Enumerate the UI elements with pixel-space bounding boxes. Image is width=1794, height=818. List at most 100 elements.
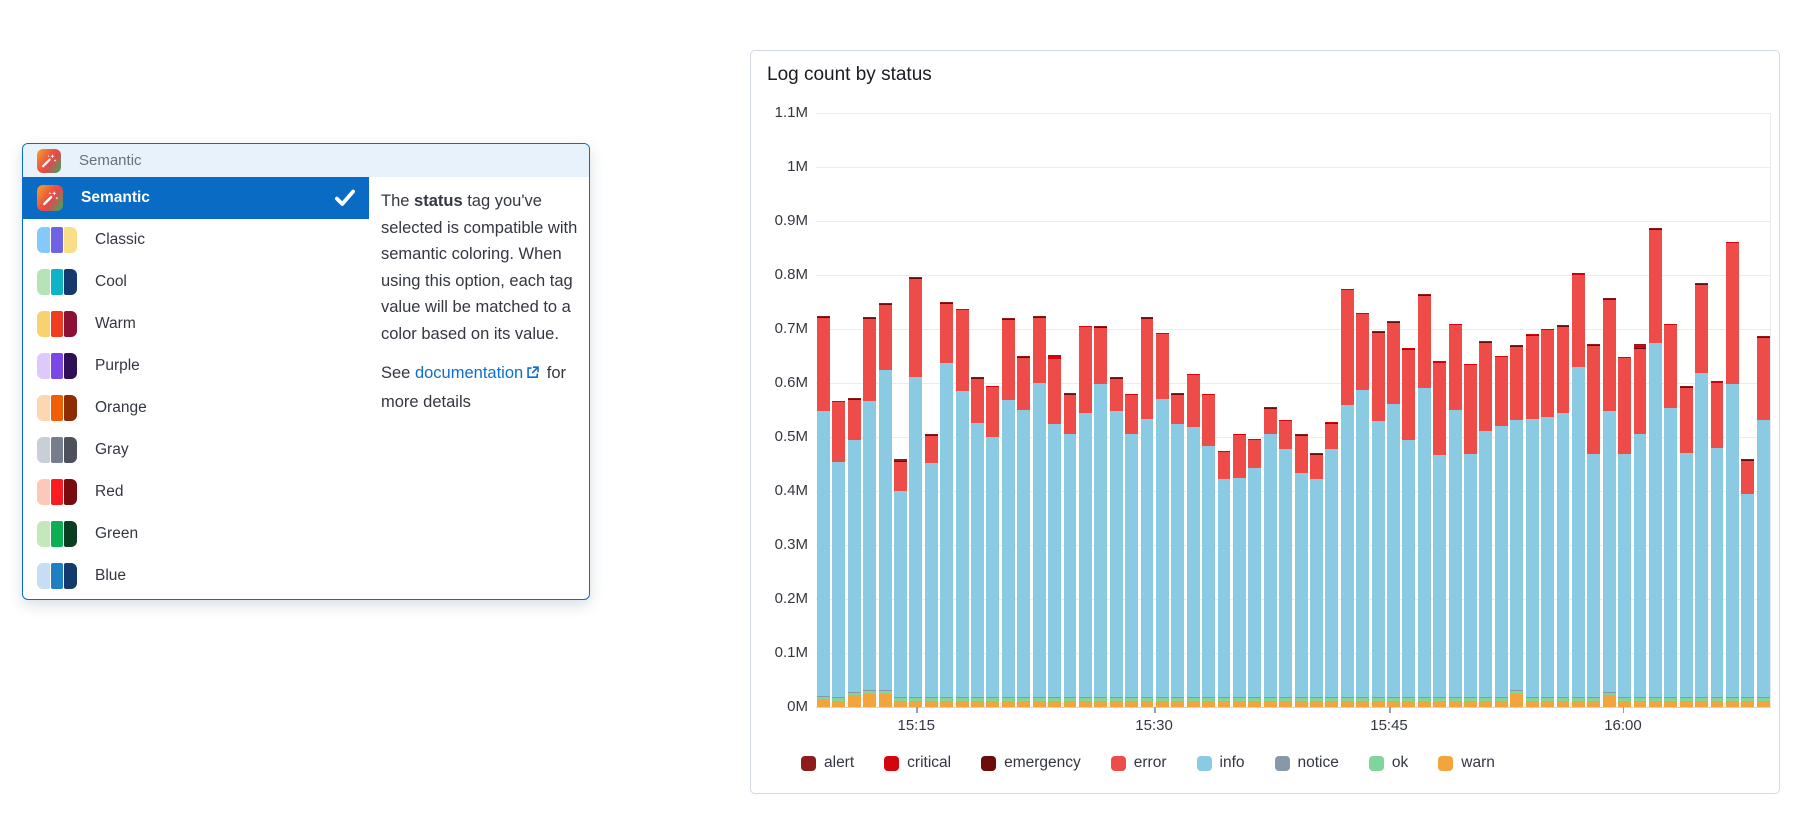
palette-option-red[interactable]: Red [23,471,369,513]
stacked-bar[interactable] [940,302,954,707]
stacked-bar[interactable] [1494,355,1508,707]
stacked-bar[interactable] [863,317,877,707]
legend-item-critical[interactable]: critical [884,754,951,772]
bar-segment-error [1202,395,1216,447]
palette-option-gray[interactable]: Gray [23,429,369,471]
bar-segment-ok [1202,698,1216,701]
stacked-bar[interactable] [1279,419,1293,707]
palette-option-orange[interactable]: Orange [23,387,369,429]
stacked-bar[interactable] [1464,363,1477,707]
stacked-bar[interactable] [894,458,907,707]
stacked-bar[interactable] [924,434,938,707]
stacked-bar[interactable] [1417,293,1431,707]
stacked-bar[interactable] [1387,320,1400,707]
legend-item-alert[interactable]: alert [801,754,854,772]
palette-option-classic[interactable]: Classic [23,219,369,261]
stacked-bar[interactable] [1756,336,1770,707]
stacked-bar[interactable] [1587,344,1601,707]
stacked-bar[interactable] [832,400,846,707]
stacked-bar[interactable] [1186,373,1200,707]
stacked-bar[interactable] [1541,328,1554,707]
plot-area[interactable] [816,113,1771,708]
palette-option-warm[interactable]: Warm [23,303,369,345]
stacked-bar[interactable] [817,316,830,707]
stacked-bar[interactable] [1325,421,1339,707]
bar-segment-critical [1618,357,1632,358]
stacked-bar[interactable] [1695,283,1709,707]
stacked-bar[interactable] [1001,318,1015,707]
palette-option-cool[interactable]: Cool [23,261,369,303]
stacked-bar[interactable] [971,377,984,707]
stacked-bar[interactable] [1155,332,1169,707]
stacked-bar[interactable] [1294,434,1308,707]
bar-segment-critical [1001,318,1015,320]
stacked-bar[interactable] [1741,459,1755,707]
palette-option-semantic[interactable]: Semantic [23,177,369,219]
documentation-link[interactable]: documentation [414,364,524,382]
stacked-bar[interactable] [1510,345,1524,707]
stacked-bar[interactable] [1525,333,1539,707]
legend-item-info[interactable]: info [1196,754,1245,772]
palette-option-green[interactable]: Green [23,513,369,555]
palette-option-purple[interactable]: Purple [23,345,369,387]
stacked-bar[interactable] [1648,228,1662,707]
stacked-bar[interactable] [909,277,923,707]
legend-item-emergency[interactable]: emergency [981,754,1081,772]
stacked-bar[interactable] [1356,312,1370,707]
bar-segment-error [940,303,954,364]
stacked-bar[interactable] [1109,377,1123,707]
stacked-bar[interactable] [878,303,892,707]
stacked-bar[interactable] [1217,450,1231,707]
stacked-bar[interactable] [1263,407,1277,707]
stacked-bar[interactable] [1063,393,1077,707]
y-axis-label: 0.1M [774,644,808,661]
legend-item-error[interactable]: error [1110,754,1167,772]
stacked-bar[interactable] [1602,298,1616,707]
stacked-bar[interactable] [847,398,861,707]
legend-item-ok[interactable]: ok [1368,754,1408,772]
stacked-bar[interactable] [1094,326,1108,707]
legend-item-notice[interactable]: notice [1274,754,1339,772]
legend-label: notice [1297,754,1339,771]
bar-segment-error [1725,243,1739,384]
stacked-bar[interactable] [1340,288,1354,707]
stacked-bar[interactable] [986,385,1000,707]
stacked-bar[interactable] [1710,381,1724,707]
bar-segment-emergency [1741,460,1755,461]
stacked-bar[interactable] [1725,241,1739,707]
stacked-bar[interactable] [1479,340,1493,707]
stacked-bar[interactable] [1618,356,1632,707]
bar-segment-info [1725,383,1739,698]
bar-segment-emergency [1140,318,1154,319]
bar-segment-notice [878,690,892,692]
stacked-bar[interactable] [1310,453,1323,707]
stacked-bar[interactable] [1248,438,1262,707]
stacked-bar[interactable] [1402,347,1416,707]
stacked-bar[interactable] [1433,361,1447,707]
stacked-bar[interactable] [1556,325,1570,707]
stacked-bar[interactable] [1078,325,1092,707]
bar-segment-error [955,310,969,392]
bar-segment-ok [1325,698,1339,701]
stacked-bar[interactable] [1448,323,1462,707]
palette-select-header[interactable]: Semantic [23,144,589,177]
palette-option-blue[interactable]: Blue [23,555,369,597]
stacked-bar[interactable] [1017,356,1031,707]
stacked-bar[interactable] [1048,354,1061,707]
stacked-bar[interactable] [1664,323,1678,707]
x-axis-label: 16:00 [1604,717,1642,734]
stacked-bar[interactable] [1140,317,1154,707]
y-axis-label: 0.6M [774,374,808,391]
stacked-bar[interactable] [1171,393,1185,707]
stacked-bar[interactable] [1571,273,1585,707]
stacked-bar[interactable] [1202,393,1216,707]
stacked-bar[interactable] [1633,344,1647,707]
stacked-bar[interactable] [1125,393,1139,707]
stacked-bar[interactable] [1371,331,1385,707]
stacked-bar[interactable] [1679,386,1693,707]
legend-item-warn[interactable]: warn [1438,754,1495,772]
stacked-bar[interactable] [955,308,969,707]
y-axis-label: 1M [787,158,808,175]
stacked-bar[interactable] [1032,316,1046,707]
stacked-bar[interactable] [1232,433,1246,707]
